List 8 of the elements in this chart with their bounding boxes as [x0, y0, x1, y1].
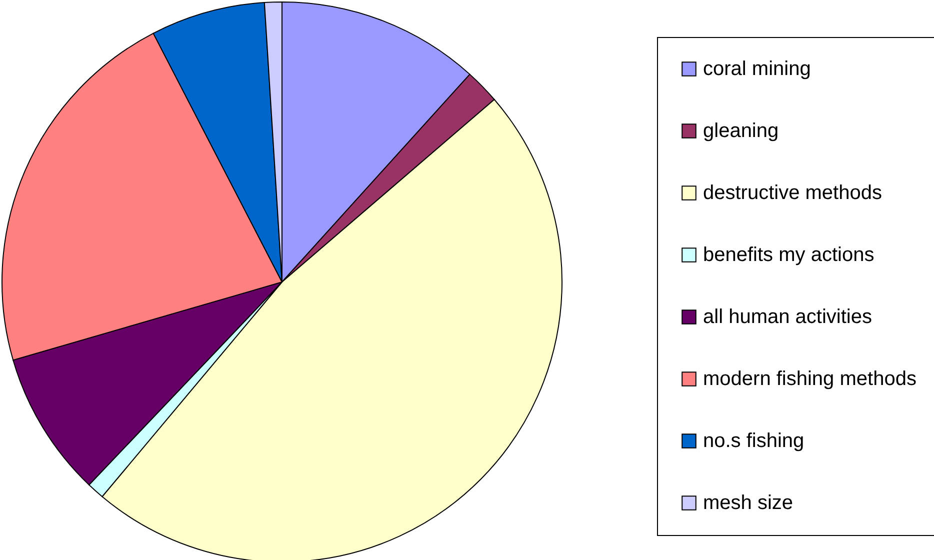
legend-label: modern fishing methods	[703, 368, 916, 390]
legend-label: destructive methods	[703, 182, 882, 204]
legend-label: mesh size	[703, 492, 794, 514]
legend-label: coral mining	[703, 58, 811, 80]
legend-label: gleaning	[703, 120, 779, 142]
legend-label: all human activities	[703, 306, 872, 328]
legend-label: benefits my actions	[703, 244, 874, 266]
legend-label: no.s fishing	[703, 430, 804, 452]
